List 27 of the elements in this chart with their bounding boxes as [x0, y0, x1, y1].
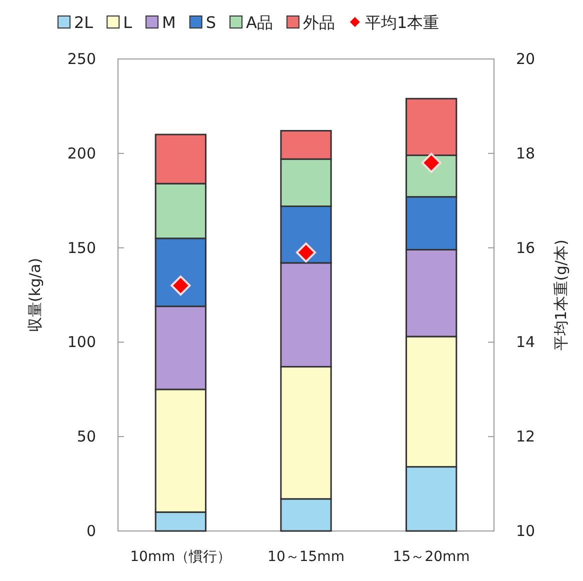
legend-label: 2L	[74, 13, 94, 32]
y-tick-label: 50	[76, 428, 96, 446]
y2-tick-label: 16	[516, 238, 536, 257]
y2-tick-label: 10	[516, 522, 536, 540]
x-tick-label: 15～20mm	[392, 549, 470, 565]
y2-tick-label: 18	[516, 144, 536, 162]
y-tick-label: 0	[86, 522, 96, 540]
y2-axis-title: 平均1本重(g/本)	[552, 240, 570, 350]
y-tick-label: 150	[67, 238, 96, 257]
point	[421, 152, 442, 173]
legend-label: 平均1本重	[364, 13, 440, 32]
legend-label: L	[123, 13, 132, 32]
x-tick-label: 10mm（慣行）	[130, 549, 232, 565]
y-tick-label: 250	[67, 50, 96, 68]
legend-label: S	[206, 13, 216, 32]
legend-label: A品	[246, 13, 273, 32]
point	[296, 242, 316, 263]
legend-label: M	[162, 13, 176, 32]
legend-label: 外品	[302, 13, 335, 32]
y2-tick-label: 14	[516, 333, 536, 352]
point	[170, 276, 191, 296]
y2-tick-label: 12	[516, 428, 536, 446]
y-axis-title: 収量(kg/a)	[26, 258, 44, 332]
x-tick-label: 10～15mm	[268, 549, 344, 565]
y-tick-label: 200	[67, 144, 96, 162]
y-tick-label: 100	[67, 333, 96, 352]
y2-tick-label: 20	[516, 50, 536, 68]
